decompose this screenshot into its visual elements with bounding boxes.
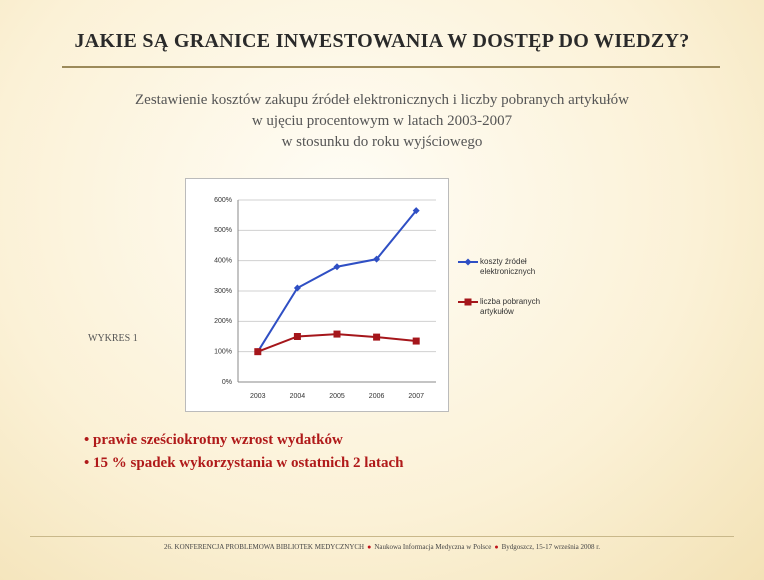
y-tick-label: 200%	[214, 318, 232, 325]
series-line	[256, 209, 417, 353]
legend-label: koszty źródeł elektronicznych	[480, 257, 536, 276]
y-tick-label: 0%	[222, 379, 232, 386]
footer-text: 26. KONFERENCJA PROBLEMOWA BIBLIOTEK MED…	[164, 543, 365, 551]
data-point	[412, 207, 420, 215]
bullet: • 15 % spadek wykorzystania w ostatnich …	[84, 455, 404, 471]
data-point	[333, 263, 341, 271]
x-tick-label: 2004	[290, 393, 306, 400]
x-tick-label: 2007	[408, 393, 424, 400]
chart-frame	[185, 178, 449, 412]
legend-marker	[464, 258, 472, 266]
y-tick-label: 400%	[214, 258, 232, 265]
data-point	[293, 333, 301, 340]
y-tick-label: 500%	[214, 227, 232, 234]
title-rule	[62, 66, 720, 68]
x-tick-label: 2005	[329, 393, 345, 400]
chart-label: WYKRES 1	[88, 333, 138, 344]
x-tick-label: 2006	[369, 393, 385, 400]
data-point	[373, 255, 381, 263]
footer-rule	[30, 536, 734, 537]
bullet-text: 15 % spadek wykorzystania w ostatnich 2 …	[93, 455, 404, 471]
bullet: • prawie sześciokrotny wzrost wydatków	[84, 432, 343, 448]
footer: 26. KONFERENCJA PROBLEMOWA BIBLIOTEK MED…	[164, 543, 600, 551]
data-point	[293, 284, 301, 292]
y-tick-label: 100%	[214, 349, 232, 356]
bullet-text: prawie sześciokrotny wzrost wydatków	[93, 432, 343, 448]
subtitle: w ujęciu procentowym w latach 2003-2007	[251, 113, 513, 129]
data-point	[333, 330, 341, 338]
legend-marker	[464, 298, 472, 306]
data-point	[373, 333, 381, 341]
footer-text: Bydgoszcz, 15-17 września 2008 r.	[501, 543, 600, 551]
y-tick-label: 600%	[214, 197, 232, 204]
legend-label: liczba pobranych artykułów	[480, 297, 541, 316]
footer-text: Naukowa Informacja Medyczna w Polsce	[374, 543, 492, 551]
slide-title: JAKIE SĄ GRANICE INWESTOWANIA W DOSTĘP D…	[74, 30, 690, 52]
data-point	[254, 348, 262, 356]
subtitle: Zestawienie kosztów zakupu źródeł elektr…	[135, 92, 629, 108]
data-point	[412, 337, 420, 345]
x-tick-label: 2003	[250, 393, 266, 400]
y-tick-label: 300%	[214, 288, 232, 295]
subtitle: w stosunku do roku wyjściowego	[281, 134, 483, 150]
